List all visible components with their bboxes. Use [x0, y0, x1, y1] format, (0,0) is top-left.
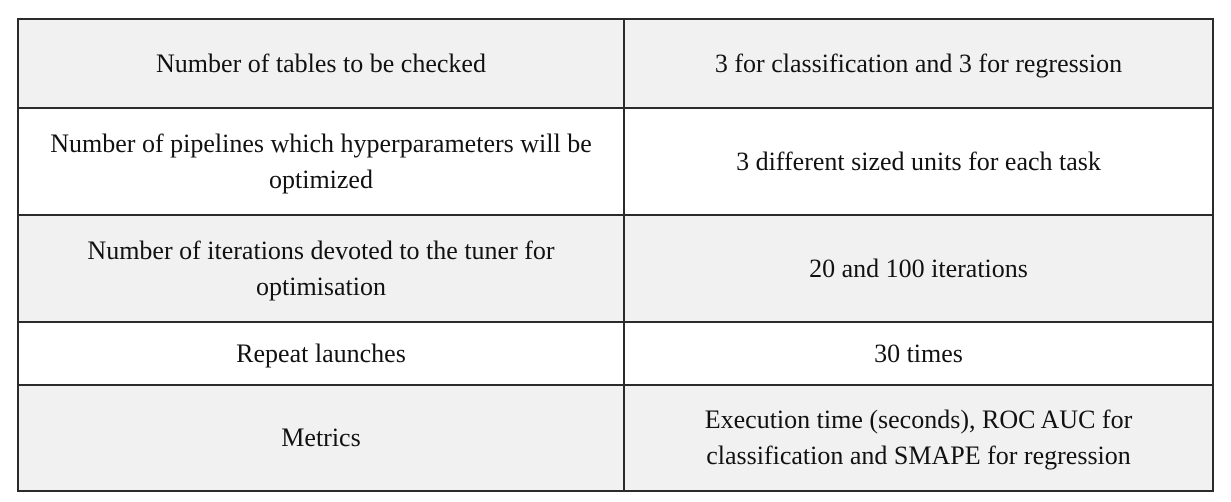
row-value-tuner-iterations: 20 and 100 iterations [623, 214, 1214, 323]
row-label-metrics: Metrics [17, 384, 625, 492]
row-label-tuner-iterations: Number of iterations devoted to the tune… [17, 214, 625, 323]
table-row: Metrics Execution time (seconds), ROC AU… [17, 384, 1214, 492]
experiment-settings-table: Number of tables to be checked 3 for cla… [17, 18, 1214, 492]
table-row: Number of tables to be checked 3 for cla… [17, 18, 1214, 109]
row-label-repeat-launches: Repeat launches [17, 321, 625, 386]
row-label-pipelines-optimized: Number of pipelines which hyperparameter… [17, 107, 625, 216]
row-value-tables-checked: 3 for classification and 3 for regressio… [623, 18, 1214, 109]
row-value-pipelines-optimized: 3 different sized units for each task [623, 107, 1214, 216]
table-row: Number of iterations devoted to the tune… [17, 214, 1214, 323]
row-label-tables-checked: Number of tables to be checked [17, 18, 625, 109]
row-value-metrics: Execution time (seconds), ROC AUC for cl… [623, 384, 1214, 492]
table-row: Repeat launches 30 times [17, 321, 1214, 386]
row-value-repeat-launches: 30 times [623, 321, 1214, 386]
table-row: Number of pipelines which hyperparameter… [17, 107, 1214, 216]
